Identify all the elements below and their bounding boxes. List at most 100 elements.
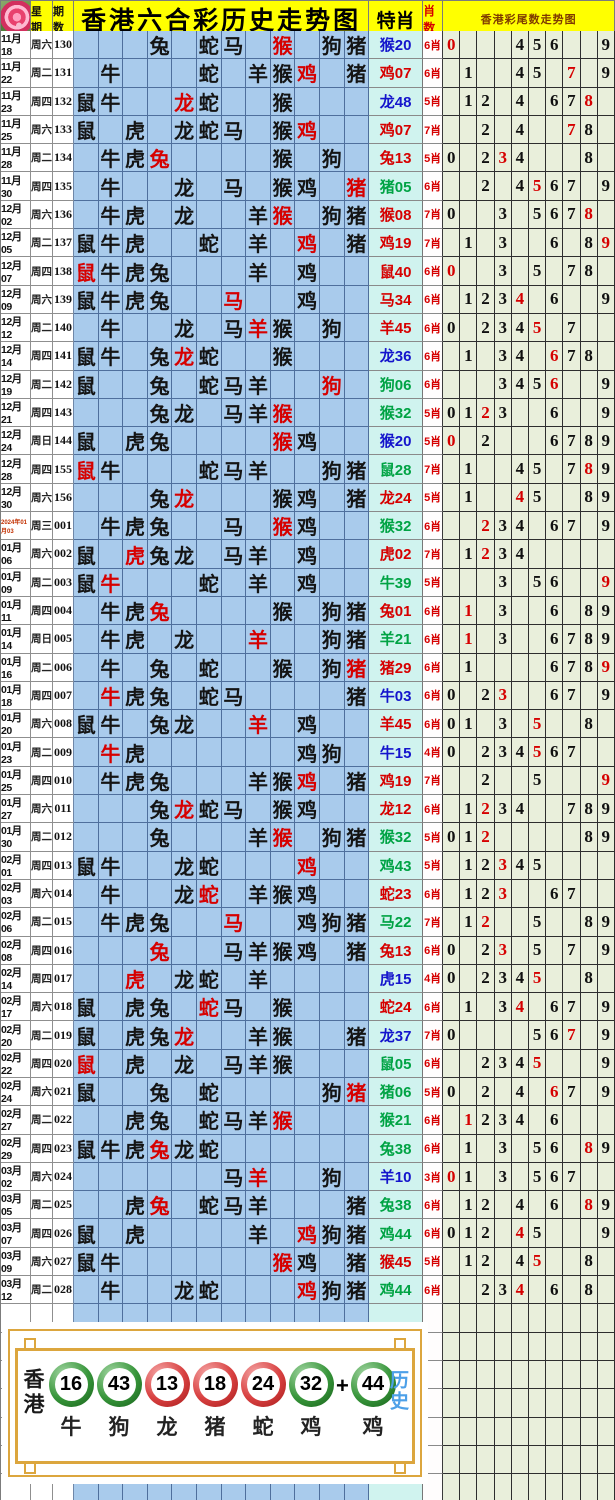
zodiac-cell: [123, 851, 148, 880]
zodiac-cell: 狗: [319, 31, 345, 60]
tail-cell: [443, 370, 461, 399]
tail-cell: 0: [443, 398, 461, 428]
zodiac-cell: [344, 738, 370, 767]
zodiac-count-cell: 6肖: [423, 653, 444, 682]
zodiac-cell: [319, 879, 345, 909]
date-cell: 12月09: [1, 285, 31, 314]
zodiac-cell: [147, 229, 173, 258]
lottery-ball: 13: [144, 1362, 190, 1407]
zodiac-cell: 蛇: [196, 59, 222, 88]
tail-cell: 4: [511, 172, 529, 201]
tail-cell: [443, 1417, 461, 1446]
tail-cell: [563, 1474, 581, 1500]
period-cell: 005: [53, 625, 74, 654]
date-cell: 11月18: [1, 31, 31, 60]
zodiac-cell: 龙: [172, 342, 197, 371]
zodiac-cell: 马: [221, 681, 247, 711]
zodiac-cell: 鸡: [295, 285, 320, 314]
zodiac-cell: 猪: [344, 681, 370, 711]
tail-cell: 4: [511, 1247, 529, 1277]
decorative-frame-outer: [8, 1329, 422, 1477]
special-result-cell: 猴45: [369, 1247, 424, 1277]
zodiac-cell: [295, 1106, 320, 1135]
tail-cell: 2: [477, 115, 495, 145]
zodiac-cell: 兔: [147, 370, 173, 399]
zodiac-cell: 牛: [98, 568, 124, 597]
tail-cell: [580, 993, 598, 1022]
tail-cell: [494, 427, 512, 456]
zodiac-count-cell: 7肖: [423, 200, 444, 230]
special-result-cell: 蛇24: [369, 993, 424, 1022]
period-cell: 012: [53, 823, 74, 852]
draw-row: 03月07 周四 026 鼠虎 羊鸡狗猪鸡44 6肖 0 1 2 4 5 9: [1, 1219, 615, 1248]
zodiac-cell: 猪: [344, 1077, 370, 1107]
zodiac-cell: [221, 823, 247, 852]
tail-cell: 1: [460, 342, 478, 371]
weekday-cell: 周二: [31, 1276, 53, 1305]
tail-cell: [511, 908, 529, 937]
zodiac-cell: 鸡: [295, 738, 320, 767]
tail-cell: [580, 936, 598, 965]
tail-cell: [494, 653, 512, 682]
zodiac-cell: 马: [221, 31, 247, 60]
zodiac-cell: 羊: [246, 936, 271, 965]
tail-cell: [460, 172, 478, 201]
zodiac-cell: [270, 257, 296, 286]
ball-column: 44 鸡: [350, 1362, 396, 1441]
tail-cell: [580, 1445, 598, 1475]
special-result-cell: 兔13: [369, 144, 424, 173]
tail-cell: 3: [494, 738, 512, 767]
period-cell: 023: [53, 1134, 74, 1163]
zodiac-cell: [172, 512, 197, 541]
tail-cell: [443, 285, 461, 314]
zodiac-cell: [221, 87, 247, 116]
zodiac-cell: [123, 823, 148, 852]
period-cell: 136: [53, 200, 74, 230]
tail-cell: 7: [563, 879, 581, 909]
tail-cell: [477, 1389, 495, 1418]
tail-cell: [511, 398, 529, 428]
tail-cell: 9: [597, 993, 615, 1022]
zodiac-cell: 鼠: [74, 1021, 99, 1050]
zodiac-cell: 鼠: [74, 370, 99, 399]
tail-cell: 6: [546, 398, 564, 428]
zodiac-cell: 狗: [319, 455, 345, 484]
zodiac-cell: [147, 1219, 173, 1248]
zodiac-cell: [98, 1077, 124, 1107]
tail-cell: 2: [477, 1276, 495, 1305]
tail-cell: [563, 1332, 581, 1361]
tail-cell: 5: [528, 31, 547, 60]
tail-cell: [546, 1332, 564, 1361]
tail-cell: 8: [580, 823, 598, 852]
zodiac-cell: 羊: [246, 1191, 271, 1220]
tail-cell: [443, 908, 461, 937]
zodiac-cell: 马: [221, 370, 247, 399]
winning-balls-row: 16 牛 43 狗 13 龙 18 猪 24 蛇 32 鸡 +44 鸡: [48, 1362, 396, 1441]
zodiac-count-cell: 5肖: [423, 1247, 444, 1277]
tail-cell: 4: [511, 1077, 529, 1107]
zodiac-cell: 虎: [123, 766, 148, 796]
zodiac-cell: [172, 596, 197, 626]
weekday-cell: 周日: [31, 427, 53, 456]
zodiac-cell: [123, 1162, 148, 1192]
tail-cell: 5: [528, 200, 547, 230]
zodiac-cell: 鼠: [74, 1077, 99, 1107]
zodiac-cell: [196, 427, 222, 456]
special-result-cell: 猴21: [369, 1106, 424, 1135]
zodiac-cell: 猴: [270, 823, 296, 852]
weekday-cell: 周二: [31, 653, 53, 682]
zodiac-count-cell: 6肖: [423, 512, 444, 541]
zodiac-cell: [123, 87, 148, 116]
zodiac-cell: [319, 59, 345, 88]
draw-row: 03月12 周二 028 牛 龙蛇 鸡狗猪鸡44 6肖 2 3 4 6 8: [1, 1276, 615, 1305]
tail-cell: [443, 993, 461, 1022]
zodiac-cell: 猴: [270, 87, 296, 116]
zodiac-cell: [172, 1247, 197, 1277]
tail-cell: [580, 1389, 598, 1418]
zodiac-cell: 羊: [246, 313, 271, 343]
tail-cell: [494, 1445, 512, 1475]
zodiac-cell: 猪: [344, 172, 370, 201]
tail-cell: [580, 1332, 598, 1361]
tail-cell: 8: [580, 596, 598, 626]
